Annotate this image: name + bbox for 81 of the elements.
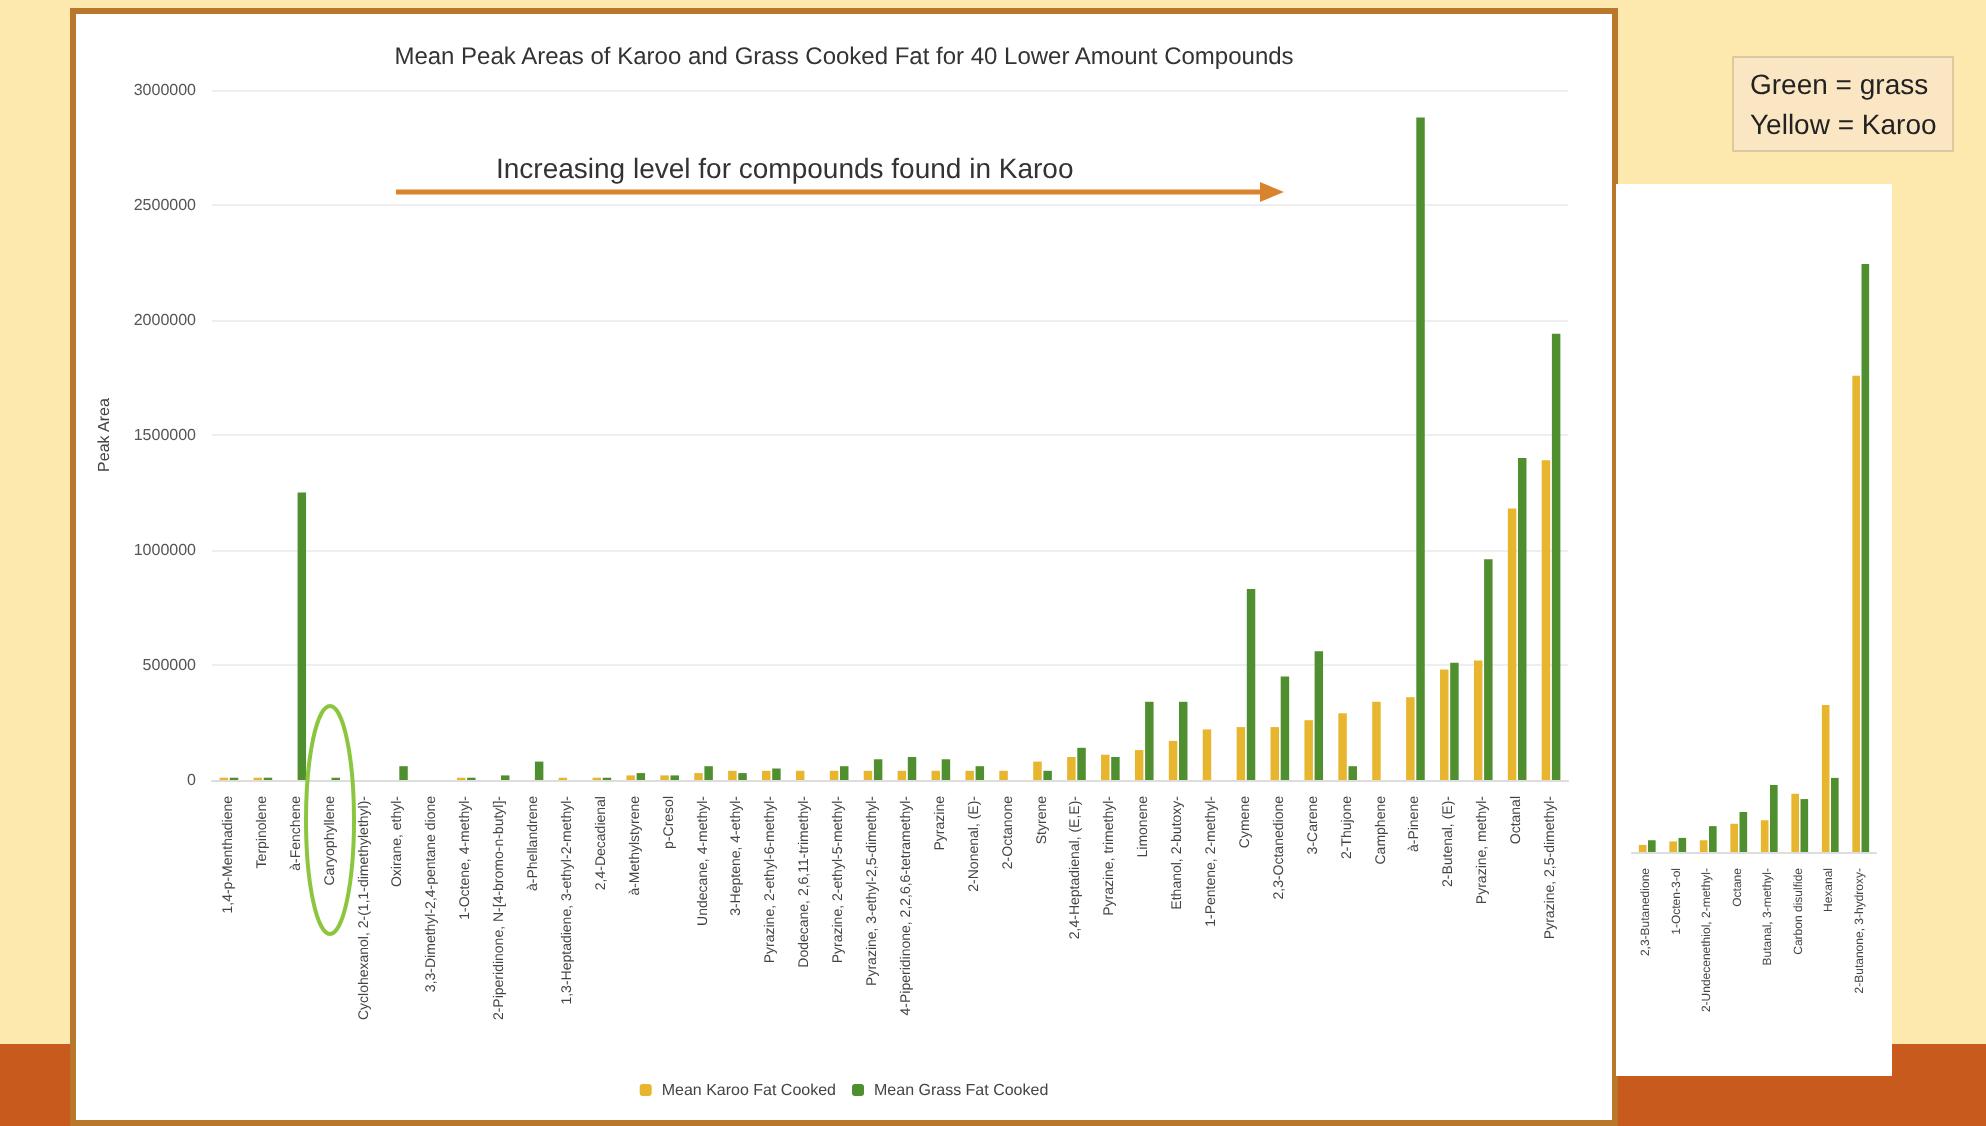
bar (999, 770, 1008, 780)
bar (297, 492, 307, 780)
bar (399, 766, 408, 780)
bar (1348, 766, 1357, 780)
bar (636, 773, 646, 780)
bar (1236, 727, 1246, 780)
bar (1304, 720, 1313, 780)
bar (1709, 826, 1717, 852)
bar (1669, 841, 1677, 852)
bar (772, 768, 781, 780)
bar (1699, 840, 1708, 852)
bar (1770, 784, 1778, 852)
bar (1551, 333, 1561, 780)
annotation: Increasing level for compounds found in Karoo (496, 152, 1074, 184)
bar (1067, 757, 1076, 780)
legend-label: Mean Grass Fat Cooked (874, 1081, 1049, 1099)
bar (1507, 508, 1517, 780)
bar (1101, 754, 1110, 780)
bar (829, 770, 839, 780)
bar (941, 759, 951, 780)
bar (1270, 727, 1279, 780)
bar (694, 773, 703, 780)
chart-title: Mean Peak Areas of Karoo and Grass Cooked Fat for 40 Lower Amount Compounds (394, 42, 1294, 70)
y-tick-label: 2500000 (133, 196, 198, 214)
bar (1338, 713, 1347, 780)
bar (1648, 840, 1656, 852)
bar (795, 770, 805, 780)
bar (1473, 660, 1483, 780)
bar (1043, 770, 1052, 780)
bar (1246, 589, 1256, 780)
bar (1541, 460, 1551, 780)
bar (975, 766, 985, 780)
bar (1760, 820, 1769, 852)
text: Green = grass Yellow = Karoo (1732, 56, 1955, 152)
legend-label: Mean Karoo Fat Cooked (661, 1081, 837, 1099)
bar (1440, 669, 1449, 780)
y-tick-label: 1000000 (133, 541, 198, 559)
bar (1314, 651, 1324, 780)
y-tick-label: 0 (187, 771, 198, 789)
bar (1484, 559, 1493, 780)
bar (1145, 701, 1154, 780)
y-axis-title: Peak Area (94, 396, 113, 472)
bar (863, 770, 873, 780)
bar (897, 770, 907, 780)
bar (1800, 799, 1809, 852)
bar (1638, 844, 1647, 852)
bar (1791, 793, 1799, 852)
bar (1134, 750, 1144, 780)
bar (1416, 117, 1425, 780)
bar (1821, 705, 1830, 852)
bar (738, 773, 747, 780)
bar (704, 766, 713, 780)
bar (1678, 837, 1687, 852)
bar (907, 757, 917, 780)
bar (762, 770, 771, 780)
bar (1518, 458, 1527, 780)
bar (873, 759, 883, 780)
bar (1033, 761, 1042, 780)
bar (931, 770, 940, 780)
bar (1739, 812, 1748, 852)
bar (1179, 701, 1188, 780)
bar (1861, 264, 1870, 852)
bar (1831, 777, 1839, 852)
bar (1111, 757, 1120, 780)
bar (1280, 676, 1290, 780)
bar (1202, 729, 1212, 780)
bar (1168, 740, 1178, 780)
y-tick-label: 2000000 (133, 311, 198, 329)
bar (1730, 823, 1738, 852)
bar (1450, 662, 1459, 780)
bar (1852, 375, 1860, 852)
y-tick-label: 500000 (142, 656, 198, 674)
bar (728, 770, 737, 780)
bar (965, 770, 974, 780)
y-tick-label: 3000000 (133, 81, 198, 99)
bar (1077, 747, 1086, 780)
bar (840, 766, 849, 780)
bar (1406, 697, 1415, 780)
bar (534, 761, 544, 780)
bar (1372, 701, 1381, 780)
y-tick-label: 1500000 (133, 426, 198, 444)
